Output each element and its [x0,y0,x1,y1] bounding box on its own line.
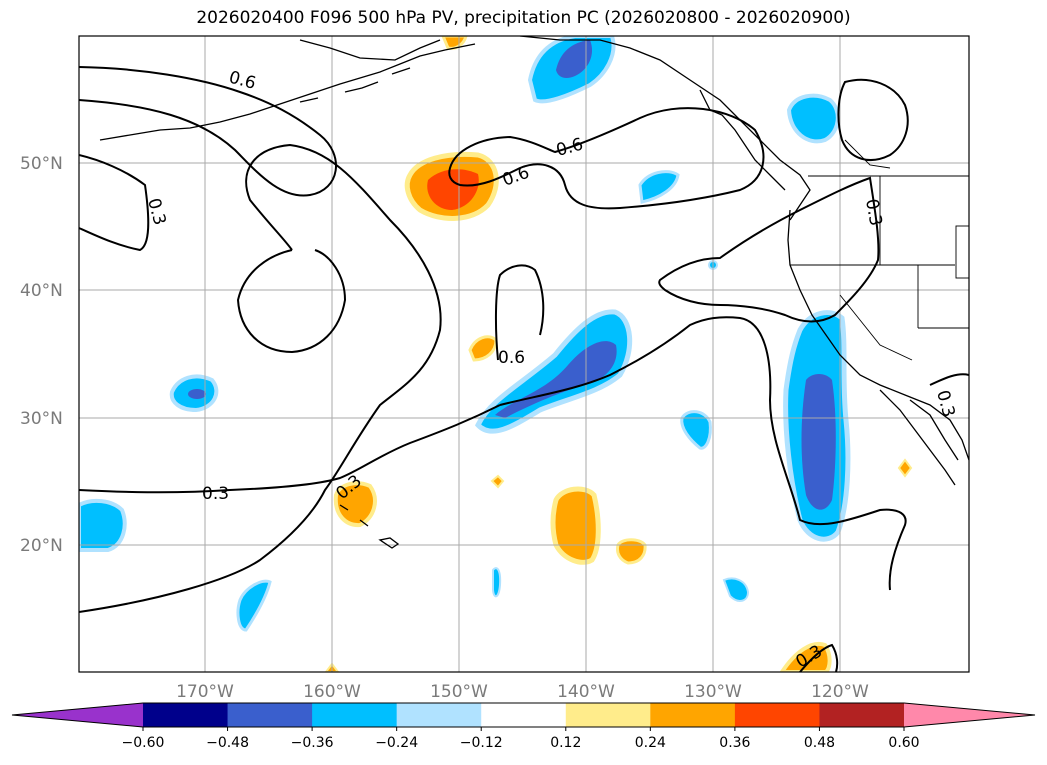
precip-dot-positive [490,474,505,489]
precip-blob-negative [236,579,272,632]
colorbar-tick-label: 0.36 [719,735,750,751]
map-frame [78,35,970,673]
lat-tick-label: 40°N [20,281,63,301]
precip-blob-positive-core [427,169,479,210]
colorbar-tick-label: 0.12 [550,735,581,751]
colorbar-segment [565,703,651,727]
precip-blob-negative [680,410,712,450]
contour-label: 0.3 [202,484,229,504]
colorbar-tick-label: −0.48 [206,735,249,751]
colorbar-extend-high [904,703,1035,727]
lat-tick-label: 20°N [20,536,63,556]
lon-tick-label: 120°W [811,682,869,702]
precip-blob-negative-core [556,40,593,78]
precip-band-negative-core [801,374,836,510]
colorbar-segment [396,703,482,727]
political-borders [790,139,969,361]
precip-blob-negative [722,577,750,602]
lon-tick-label: 150°W [430,682,488,702]
contour-label: 0.3 [861,197,885,227]
colorbar-tick-label: −0.60 [122,735,165,751]
lon-tick-label: 130°W [684,682,742,702]
lat-tick-label: 30°N [20,409,63,429]
precip-blob-positive [616,538,647,565]
colorbar-segment [819,703,905,727]
precip-dot-positive [897,458,913,478]
colorbar-segment [481,703,567,727]
lat-tick-label: 50°N [20,154,63,174]
precip-shading [79,36,913,672]
colorbar-segment [143,703,229,727]
contour-label: 0.6 [498,348,525,368]
colorbar-tick-label: −0.36 [291,735,334,751]
colorbar-tick-label: 0.24 [635,735,666,751]
colorbar-segment [650,703,736,727]
colorbar-segment [312,703,398,727]
lon-tick-label: 140°W [557,682,615,702]
precip-blob-negative [79,498,127,552]
precip-blob-negative-core [188,389,206,399]
colorbar-tick-label: −0.24 [375,735,418,751]
precip-blob-positive [333,481,377,528]
precip-blob-positive [550,486,601,565]
colorbar: −0.60 −0.48 −0.36 −0.24 −0.12 0.12 0.24 0.36 0.4… [11,702,1036,751]
map-plot-area: 0.6 0.6 0.6 0.6 0.3 0.3 0.3 0.3 0.3 0.3 [79,36,969,672]
colorbar-segment [734,703,820,727]
precip-blob-positive [779,641,832,672]
map-title: 2026020400 F096 500 hPa PV, precipitatio… [196,8,851,28]
lon-tick-label: 170°W [176,682,234,702]
colorbar-tick-label: 0.48 [804,735,835,751]
precip-streak-negative [492,567,502,598]
colorbar-tick-label: −0.12 [460,735,503,751]
lat-axis: 50°N 40°N 30°N 20°N [20,154,63,556]
lon-tick-label: 160°W [303,682,361,702]
contour-labels: 0.6 0.6 0.6 0.6 0.3 0.3 0.3 0.3 0.3 0.3 [143,68,958,672]
colorbar-extend-low [12,703,143,727]
pv-contours [79,66,969,672]
colorbar-tick-label: 0.60 [888,735,919,751]
lon-axis: 170°W 160°W 150°W 140°W 130°W 120°W [176,682,869,702]
precip-blob-negative [638,170,680,204]
colorbar-segment [227,703,313,727]
